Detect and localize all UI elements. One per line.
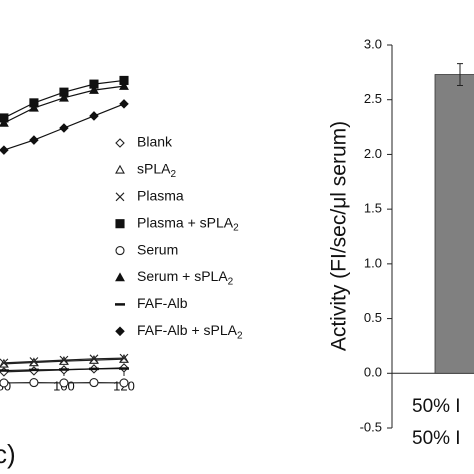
marker xyxy=(0,378,9,388)
marker-shape xyxy=(0,145,9,155)
legend-label: Serum xyxy=(137,241,178,257)
marker-shape xyxy=(59,355,69,365)
marker-shape xyxy=(115,219,125,229)
marker-shape xyxy=(115,164,125,174)
marker xyxy=(28,102,39,112)
bar xyxy=(434,74,474,374)
marker xyxy=(115,219,125,229)
legend-label: sPLA2 xyxy=(137,161,176,180)
marker-shape xyxy=(29,357,39,366)
marker xyxy=(115,326,125,337)
marker-shape xyxy=(89,354,99,364)
legend-label: Serum + sPLA2 xyxy=(137,268,234,287)
y-tick-label: 2.5 xyxy=(364,91,382,106)
y-tick-label: 0.0 xyxy=(364,365,382,380)
marker-shape xyxy=(89,378,99,388)
marker xyxy=(89,354,99,364)
marker xyxy=(0,358,9,368)
marker xyxy=(115,138,125,148)
y-axis-label: Activity (FI/sec/μl serum) xyxy=(328,121,351,351)
marker xyxy=(29,378,39,388)
marker xyxy=(29,135,39,145)
marker-shape xyxy=(119,80,129,90)
marker-shape xyxy=(119,353,129,363)
marker-shape xyxy=(115,326,125,337)
marker-shape xyxy=(0,378,9,388)
x-tick-label: 50% I xyxy=(412,428,461,449)
marker xyxy=(59,92,69,102)
marker-shape xyxy=(115,246,125,256)
marker-shape xyxy=(28,102,39,112)
marker-shape xyxy=(119,99,129,109)
marker xyxy=(0,367,9,377)
marker-shape xyxy=(119,378,129,388)
marker xyxy=(29,357,39,366)
marker-shape xyxy=(115,272,125,282)
marker xyxy=(89,378,99,388)
marker-shape xyxy=(115,192,125,202)
error-bar xyxy=(457,63,463,86)
marker xyxy=(59,123,69,133)
marker xyxy=(0,117,9,127)
legend-label: FAF-Alb + sPLA2 xyxy=(137,322,243,341)
marker-shape xyxy=(29,378,39,388)
marker-shape xyxy=(89,111,99,121)
legend-label: Plasma xyxy=(137,188,184,204)
marker xyxy=(115,246,125,256)
y-tick-label: 0.5 xyxy=(364,310,382,325)
marker-shape xyxy=(0,367,9,377)
legend-label: Blank xyxy=(137,134,173,150)
y-tick-label: 2.0 xyxy=(364,146,382,161)
x-tick-label: 50% I xyxy=(412,396,461,417)
marker xyxy=(59,355,69,365)
legend-label: FAF-Alb xyxy=(137,295,188,311)
y-tick-label: -0.5 xyxy=(360,419,382,434)
marker-shape xyxy=(0,358,9,368)
marker-shape xyxy=(0,117,9,127)
y-tick-label: 3.0 xyxy=(364,36,382,51)
marker xyxy=(119,99,129,109)
panel-label: c) xyxy=(0,439,16,469)
marker-shape xyxy=(89,85,99,94)
y-tick-label: 1.0 xyxy=(364,255,382,270)
marker-shape xyxy=(59,92,69,102)
marker xyxy=(119,353,129,363)
marker xyxy=(115,192,125,202)
marker-shape xyxy=(59,378,69,388)
marker xyxy=(119,80,129,90)
marker xyxy=(0,145,9,155)
legend-label: Plasma + sPLA2 xyxy=(137,214,239,233)
marker-shape xyxy=(59,123,69,133)
marker xyxy=(115,164,125,174)
marker xyxy=(89,111,99,121)
marker xyxy=(59,378,69,388)
marker xyxy=(119,378,129,388)
marker xyxy=(115,272,125,282)
y-tick-label: 1.5 xyxy=(364,201,382,216)
marker-shape xyxy=(29,135,39,145)
marker-shape xyxy=(115,138,125,148)
marker xyxy=(89,85,99,94)
